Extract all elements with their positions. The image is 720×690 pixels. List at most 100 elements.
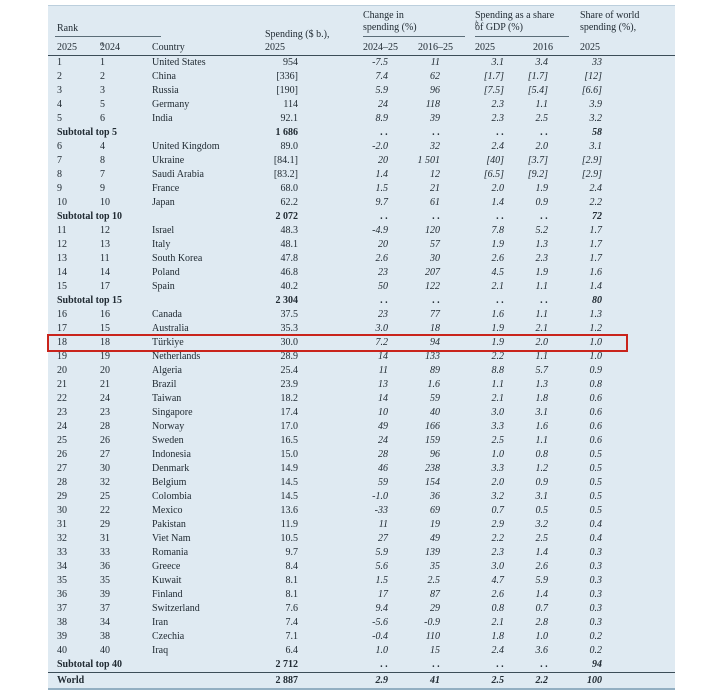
cell-change-2024-25: 8.9	[375, 113, 389, 124]
cell-gdp-2016: 0.8	[535, 449, 549, 460]
cell-gdp-2025: 1.9	[491, 323, 505, 334]
cell-gdp-2025: 2.1	[491, 617, 505, 628]
cell-spending: 37.5	[280, 309, 299, 320]
cell-world-share: 0.3	[589, 603, 603, 614]
table-row: 17 15 Australia 35.3 3.0 18 1.9 2.1 1.2	[48, 322, 675, 336]
cell-rank-2024: 28	[100, 421, 110, 432]
cell-change-2024-25: 17	[378, 589, 388, 600]
cell-change-2024-25: 7.2	[375, 337, 389, 348]
cell-change-2016-25: . .	[432, 127, 441, 138]
cell-change-2016-25: . .	[432, 295, 441, 306]
cell-gdp-2016: 5.9	[535, 575, 549, 586]
cell-world-share: 0.5	[589, 449, 603, 460]
cell-rank-2025: 25	[57, 435, 67, 446]
cell-rank-2025: 3	[57, 85, 62, 96]
cell-rank-2025: 37	[57, 603, 67, 614]
cell-rank-2025: 33	[57, 547, 67, 558]
cell-change-2024-25: 59	[378, 477, 388, 488]
cell-spending: 2 712	[275, 659, 299, 670]
cell-rank-2025: 28	[57, 477, 67, 488]
cell-gdp-2025: 2.5	[491, 675, 505, 686]
cell-world-share: 2.4	[589, 183, 603, 194]
cell-gdp-2016: 2.5	[535, 113, 549, 124]
cell-rank-2024: 37	[100, 603, 110, 614]
cell-gdp-2025: 4.5	[491, 267, 505, 278]
cell-change-2024-25: 28	[378, 449, 388, 460]
cell-rank-2025: 19	[57, 351, 67, 362]
cell-rank-2024: 22	[100, 505, 110, 516]
cell-change-2024-25: . .	[380, 295, 389, 306]
cell-change-2024-25: 5.6	[375, 561, 389, 572]
table-row: 22 24 Taiwan 18.2 14 59 2.1 1.8 0.6	[48, 392, 675, 406]
table-row: 12 13 Italy 48.1 20 57 1.9 1.3 1.7	[48, 238, 675, 252]
cell-rank-2025: 23	[57, 407, 67, 418]
cell-spending: 92.1	[280, 113, 299, 124]
cell-gdp-2025: 2.4	[491, 645, 505, 656]
cell-world-share: 1.0	[589, 351, 603, 362]
cell-gdp-2025: 2.0	[491, 183, 505, 194]
cell-change-2016-25: 207	[425, 267, 440, 278]
cell-gdp-2016: 0.7	[535, 603, 549, 614]
cell-rank-2024: 40	[100, 645, 110, 656]
cell-gdp-2025: [6.5]	[483, 169, 504, 180]
cell-gdp-2016: 1.4	[535, 589, 549, 600]
cell-country: India	[152, 113, 173, 124]
header-share-line3: 2025	[580, 42, 600, 53]
cell-spending: 48.3	[280, 225, 299, 236]
cell-country: Spain	[152, 281, 175, 292]
cell-change-2016-25: 89	[430, 365, 440, 376]
cell-country: France	[152, 183, 180, 194]
cell-gdp-2025: . .	[496, 295, 505, 306]
cell-change-2024-25: 5.9	[375, 85, 389, 96]
cell-spending: 2 887	[275, 675, 299, 686]
cell-world-share: 0.6	[589, 421, 603, 432]
cell-gdp-2016: 1.9	[535, 267, 549, 278]
header-change-group-line1: Change in	[363, 10, 404, 21]
cell-gdp-2025: 0.7	[491, 505, 505, 516]
cell-gdp-2016: 2.6	[535, 561, 549, 572]
table-row: 13 11 South Korea 47.8 2.6 30 2.6 2.3 1.7	[48, 252, 675, 266]
cell-rank-2024: 1	[100, 57, 105, 68]
cell-gdp-2025: 2.5	[491, 435, 505, 446]
footnote-marker-a: a	[100, 39, 104, 48]
cell-rank-2024: 26	[100, 435, 110, 446]
cell-row-label: Subtotal top 10	[57, 211, 123, 222]
cell-country: United States	[152, 57, 206, 68]
cell-country: Sweden	[152, 435, 184, 446]
cell-change-2016-25: 110	[425, 631, 440, 642]
cell-rank-2024: 5	[100, 99, 105, 110]
table-row: 20 20 Algeria 25.4 11 89 8.8 5.7 0.9	[48, 364, 675, 378]
cell-country: Saudi Arabia	[152, 169, 204, 180]
cell-gdp-2016: 2.2	[535, 675, 549, 686]
cell-gdp-2016: 1.1	[535, 435, 549, 446]
cell-country: Russia	[152, 85, 179, 96]
header-rank-2024: 2024 a	[100, 39, 120, 53]
cell-gdp-2016: 1.1	[535, 281, 549, 292]
cell-gdp-2016: 2.0	[535, 141, 549, 152]
cell-world-share: 1.7	[589, 239, 603, 250]
cell-rank-2024: 25	[100, 491, 110, 502]
cell-gdp-2025: [40]	[486, 155, 504, 166]
cell-rank-2025: 12	[57, 239, 67, 250]
cell-country: Colombia	[152, 491, 192, 502]
cell-change-2016-25: 77	[430, 309, 440, 320]
cell-rank-2024: 30	[100, 463, 110, 474]
cell-rank-2025: 36	[57, 589, 67, 600]
cell-spending: [84.1]	[273, 155, 298, 166]
cell-rank-2025: 16	[57, 309, 67, 320]
cell-rank-2024: 17	[100, 281, 110, 292]
cell-rank-2024: 33	[100, 547, 110, 558]
cell-change-2016-25: 96	[430, 85, 440, 96]
cell-spending: 40.2	[280, 281, 299, 292]
cell-row-label: Subtotal top 15	[57, 295, 123, 306]
cell-world-share: 3.2	[589, 113, 603, 124]
cell-world-share: 0.6	[589, 435, 603, 446]
cell-spending: 17.0	[280, 421, 299, 432]
cell-country: Indonesia	[152, 449, 191, 460]
cell-spending: 8.1	[285, 589, 299, 600]
cell-change-2024-25: 14	[378, 393, 388, 404]
subtotal-row: Subtotal top 40 2 712 . . . . . . . . 94	[48, 658, 675, 672]
cell-country: Romania	[152, 547, 189, 558]
header-country: Country	[152, 42, 185, 53]
header-change-group-line2: spending (%)	[363, 22, 417, 33]
